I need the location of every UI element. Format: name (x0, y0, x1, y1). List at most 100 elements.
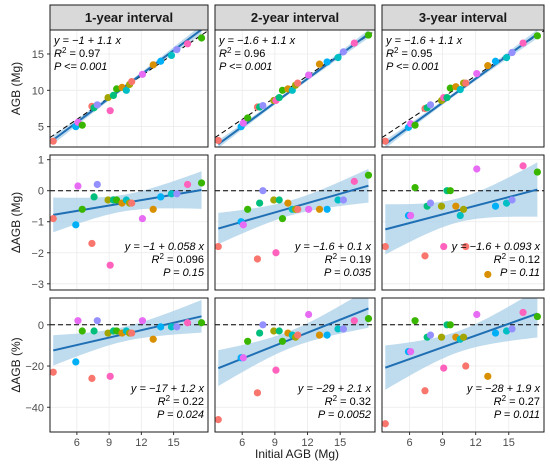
data-point (239, 221, 247, 229)
x-axis-title: Initial AGB (Mg) (255, 447, 339, 461)
data-point (197, 179, 206, 187)
data-point (382, 137, 389, 145)
data-point (350, 317, 358, 325)
data-point (253, 255, 262, 263)
y-tick-label: −1 (31, 217, 44, 229)
strip-label-2: 2-year interval (251, 10, 339, 25)
data-point (437, 333, 446, 341)
strip-box-2 (214, 4, 376, 31)
panel-border (214, 29, 376, 148)
data-point (411, 183, 419, 192)
data-point (484, 270, 492, 279)
panel: y = −28 + 1.9 xR2 = 0.27P = 0.011 (381, 297, 545, 433)
data-point (167, 51, 176, 60)
p-value-text: P = 0.011 (494, 409, 540, 421)
data-point (508, 196, 516, 204)
panel: y = −1 + 1.1 xR2 = 0.97P <= 0.001 (49, 29, 209, 148)
equation-text: y = −1.6 + 1.1 x (218, 35, 296, 47)
data-point (78, 327, 86, 335)
r-squared-text: R2 = 0.95 (386, 46, 432, 61)
equation-text: y = −28 + 1.9 x (466, 383, 541, 395)
data-point (315, 205, 324, 213)
p-value-text: P = 0.024 (157, 409, 204, 421)
p-value-text: P = 0.15 (163, 267, 205, 279)
data-point (364, 315, 373, 323)
confidence-band (218, 298, 369, 387)
data-point (138, 215, 147, 223)
panel-border (49, 154, 209, 291)
data-point (113, 196, 121, 204)
data-point (253, 389, 262, 397)
data-point (519, 162, 527, 170)
data-point (215, 242, 222, 251)
data-point (167, 190, 176, 198)
data-point (334, 325, 342, 333)
data-point (484, 372, 492, 380)
data-point (106, 261, 114, 269)
data-point (104, 196, 112, 204)
data-point (305, 310, 313, 319)
y-tick-label: −2 (31, 248, 44, 260)
data-point (50, 137, 57, 145)
data-point (90, 327, 98, 335)
data-point (462, 242, 470, 251)
y-tick-label: 15 (32, 49, 44, 61)
data-point (173, 46, 181, 54)
data-point (149, 205, 157, 213)
equation-text: y = −1.6 + 0.1 x (294, 241, 372, 253)
data-point (456, 85, 464, 94)
data-point (508, 325, 516, 333)
data-point (339, 196, 348, 204)
data-point (421, 387, 429, 395)
data-point (407, 211, 415, 220)
panel: y = −1.6 + 1.1 xR2 = 0.96P <= 0.001 (214, 29, 376, 148)
panel-border (381, 297, 545, 433)
data-point (459, 333, 468, 341)
data-point (275, 327, 283, 335)
strip-label-3: 3-year interval (419, 10, 507, 25)
y-tick-label: 0 (38, 320, 44, 332)
data-point (215, 136, 222, 145)
data-point (294, 205, 302, 213)
data-point (157, 57, 165, 65)
data-point (323, 331, 331, 339)
x-tick-label: 6 (239, 437, 245, 449)
y-tick-label: 1 (38, 155, 44, 167)
data-point (315, 331, 324, 339)
data-point (426, 101, 435, 109)
data-point (157, 193, 165, 201)
data-point (138, 70, 147, 78)
data-point (173, 190, 181, 198)
data-point (183, 180, 192, 189)
data-point (382, 242, 389, 251)
data-point (244, 337, 252, 345)
data-point (109, 91, 118, 100)
data-point (459, 205, 468, 213)
data-point (533, 168, 541, 176)
data-point (411, 317, 419, 325)
data-point (473, 165, 481, 173)
data-point (272, 249, 280, 257)
data-point (339, 325, 348, 333)
data-point (78, 205, 86, 213)
data-point (93, 101, 101, 109)
data-point (519, 308, 527, 317)
data-point (305, 71, 313, 79)
y-axis-title: ΔAGB (%) (9, 337, 23, 392)
data-point (411, 121, 419, 129)
data-point (74, 317, 82, 325)
data-point (294, 79, 302, 87)
data-point (426, 199, 435, 207)
panel-border (214, 154, 376, 291)
data-point (519, 39, 527, 47)
data-point (491, 57, 500, 65)
data-point (364, 171, 373, 179)
data-point (350, 177, 358, 185)
x-tick-label: 9 (106, 437, 112, 449)
data-point (50, 368, 57, 376)
data-point (426, 331, 435, 339)
data-point (437, 202, 446, 210)
data-point (502, 327, 511, 335)
data-point (275, 196, 283, 204)
